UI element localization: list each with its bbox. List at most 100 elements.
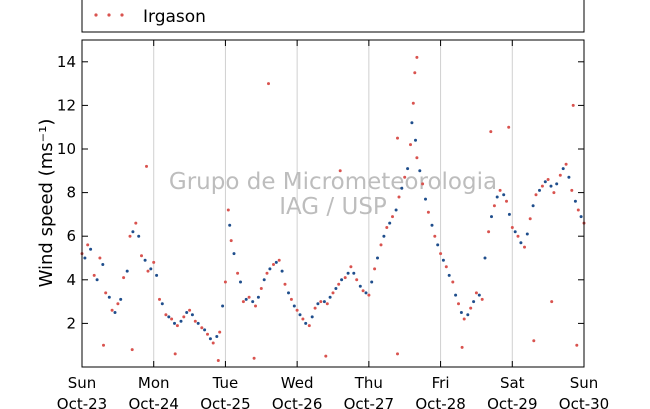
- irgason-point: [175, 324, 179, 328]
- series-2-point: [160, 302, 164, 306]
- irgason-point: [391, 215, 394, 219]
- irgason-point: [200, 326, 204, 330]
- irgason-point: [241, 300, 245, 304]
- irgason-point: [226, 208, 230, 212]
- irgason-point: [110, 308, 114, 312]
- series-2-point: [137, 234, 141, 238]
- x-tick-day-label: Sun: [68, 374, 97, 392]
- x-tick-day-label: Sat: [500, 374, 525, 392]
- irgason-point: [411, 101, 415, 105]
- series-2-point: [424, 197, 427, 201]
- series-2-point: [567, 175, 571, 179]
- series-2-point: [215, 335, 219, 338]
- series-2-point: [414, 138, 417, 142]
- series-2-point: [208, 337, 212, 341]
- series-2-point: [310, 315, 314, 319]
- series-2-point: [358, 284, 362, 288]
- irgason-point: [102, 343, 105, 347]
- x-tick-day-label: Mon: [138, 374, 170, 392]
- x-tick-day-label: Tue: [212, 374, 239, 392]
- irgason-point: [480, 297, 484, 301]
- series-2-point: [274, 260, 278, 264]
- irgason-point: [122, 276, 126, 280]
- series-2-point: [95, 278, 99, 282]
- irgason-point: [343, 276, 347, 280]
- series-2-point: [502, 193, 506, 197]
- series-2-point: [322, 300, 326, 304]
- irgason-point: [319, 300, 323, 304]
- irgason-point: [324, 354, 328, 358]
- series-2-point: [119, 297, 123, 301]
- series-2-point: [495, 195, 499, 199]
- irgason-point: [331, 291, 335, 295]
- watermark-line-1: Grupo de Micrometeorologia: [169, 169, 497, 195]
- irgason-point: [571, 103, 575, 107]
- irgason-point: [130, 348, 134, 352]
- series-2-point: [382, 234, 386, 238]
- irgason-point: [516, 234, 520, 238]
- series-2-point: [410, 121, 414, 125]
- irgason-point: [116, 302, 120, 306]
- series-2-point: [519, 241, 523, 245]
- irgason-point: [415, 156, 419, 160]
- series-2-point: [525, 232, 529, 236]
- x-tick-date-label: Oct-28: [415, 395, 465, 409]
- irgason-point: [128, 234, 132, 238]
- irgason-point: [355, 278, 359, 282]
- irgason-point: [188, 308, 192, 312]
- irgason-point: [469, 306, 473, 310]
- irgason-point: [206, 332, 209, 336]
- irgason-point: [575, 343, 579, 347]
- irgason-point: [289, 297, 293, 301]
- data-points: [80, 55, 586, 362]
- series-2-point: [149, 267, 153, 271]
- irgason-point: [460, 345, 464, 349]
- irgason-point: [152, 260, 156, 264]
- series-2-point: [513, 230, 517, 234]
- irgason-point: [325, 302, 329, 306]
- irgason-point: [462, 317, 466, 321]
- irgason-point: [211, 341, 215, 345]
- irgason-point: [267, 82, 270, 86]
- irgason-point: [301, 317, 305, 321]
- irgason-point: [223, 280, 227, 284]
- x-tick-day-label: Sun: [570, 374, 599, 392]
- y-axis: 2 4 6 8 10 12 14: [57, 53, 584, 332]
- x-tick-date-label: Oct-23: [57, 395, 107, 409]
- vertical-grid: [153, 40, 513, 367]
- series-2-point: [538, 188, 541, 192]
- series-2-point: [555, 182, 559, 186]
- irgason-point: [421, 182, 425, 186]
- y-tick-label: 8: [66, 184, 76, 202]
- irgason-point: [487, 230, 491, 234]
- irgason-point: [367, 293, 371, 297]
- irgason-point: [170, 317, 174, 321]
- irgason-point: [474, 291, 478, 295]
- series-2-point: [280, 269, 284, 273]
- irgason-point: [361, 289, 365, 293]
- irgason-point: [444, 265, 448, 269]
- irgason-point: [307, 324, 311, 328]
- series-2-point: [477, 293, 481, 297]
- series-2-point: [262, 278, 266, 282]
- series-2-point: [561, 167, 565, 171]
- series-2-point: [454, 293, 458, 297]
- irgason-point: [337, 282, 341, 286]
- series-2-point: [101, 263, 105, 266]
- irgason-point: [576, 208, 580, 212]
- irgason-point: [532, 339, 536, 343]
- irgason-point: [283, 282, 287, 286]
- irgason-point: [349, 265, 353, 269]
- series-2-point: [203, 328, 207, 332]
- y-tick-label: 12: [57, 96, 76, 114]
- series-2-point: [268, 267, 272, 271]
- series-2-point: [364, 291, 368, 295]
- irgason-point: [272, 263, 275, 266]
- series-2-point: [573, 199, 577, 203]
- irgason-point: [218, 330, 222, 334]
- series-2-point: [143, 258, 147, 262]
- series-2-point: [483, 256, 487, 260]
- series-2-point: [107, 295, 111, 299]
- series-2-point: [256, 295, 260, 299]
